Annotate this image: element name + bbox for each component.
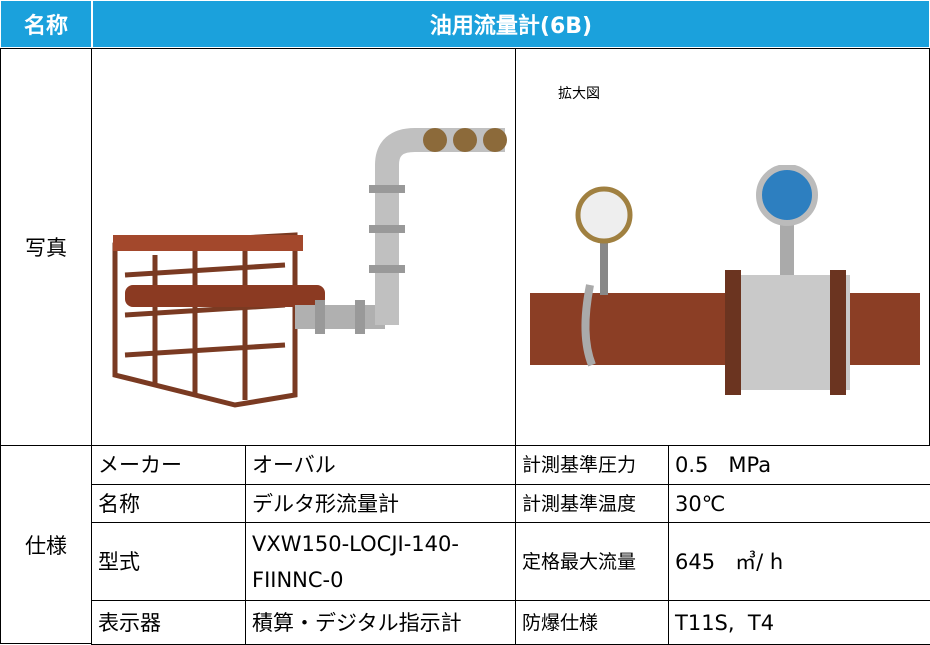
flowmeter-photo	[112, 128, 507, 408]
header-title: 油用流量計(6B)	[92, 0, 930, 48]
spec-cell: 定格最大流量	[515, 522, 669, 601]
spec-cell: 積算・デジタル指示計	[245, 600, 516, 645]
spec-cell: 計測基準温度	[515, 484, 669, 523]
zoom-caption: 拡大図	[558, 86, 600, 102]
spec-cell: T11S, T4	[668, 600, 930, 645]
spec-cell: 表示器	[91, 600, 246, 645]
spec-cell: デルタ形流量計	[245, 484, 516, 523]
spec-cell: オーバル	[245, 445, 516, 485]
photo-label: 写真	[0, 48, 92, 446]
spec-cell: 名称	[91, 484, 246, 523]
zoom-photo	[530, 165, 920, 395]
header-label: 名称	[0, 0, 92, 48]
spec-cell: 防爆仕様	[515, 600, 669, 645]
spec-cell: 30℃	[668, 484, 930, 523]
spec-cell: VXW150-LOCJI-140-FIINNC-0	[245, 522, 516, 601]
spec-cell: 645 ㎥/ h	[668, 522, 930, 601]
spec-label: 仕様	[0, 445, 92, 644]
spec-cell: 0.5 MPa	[668, 445, 930, 485]
spec-cell: 型式	[91, 522, 246, 601]
spec-cell: 計測基準圧力	[515, 445, 669, 485]
spec-cell: メーカー	[91, 445, 246, 485]
